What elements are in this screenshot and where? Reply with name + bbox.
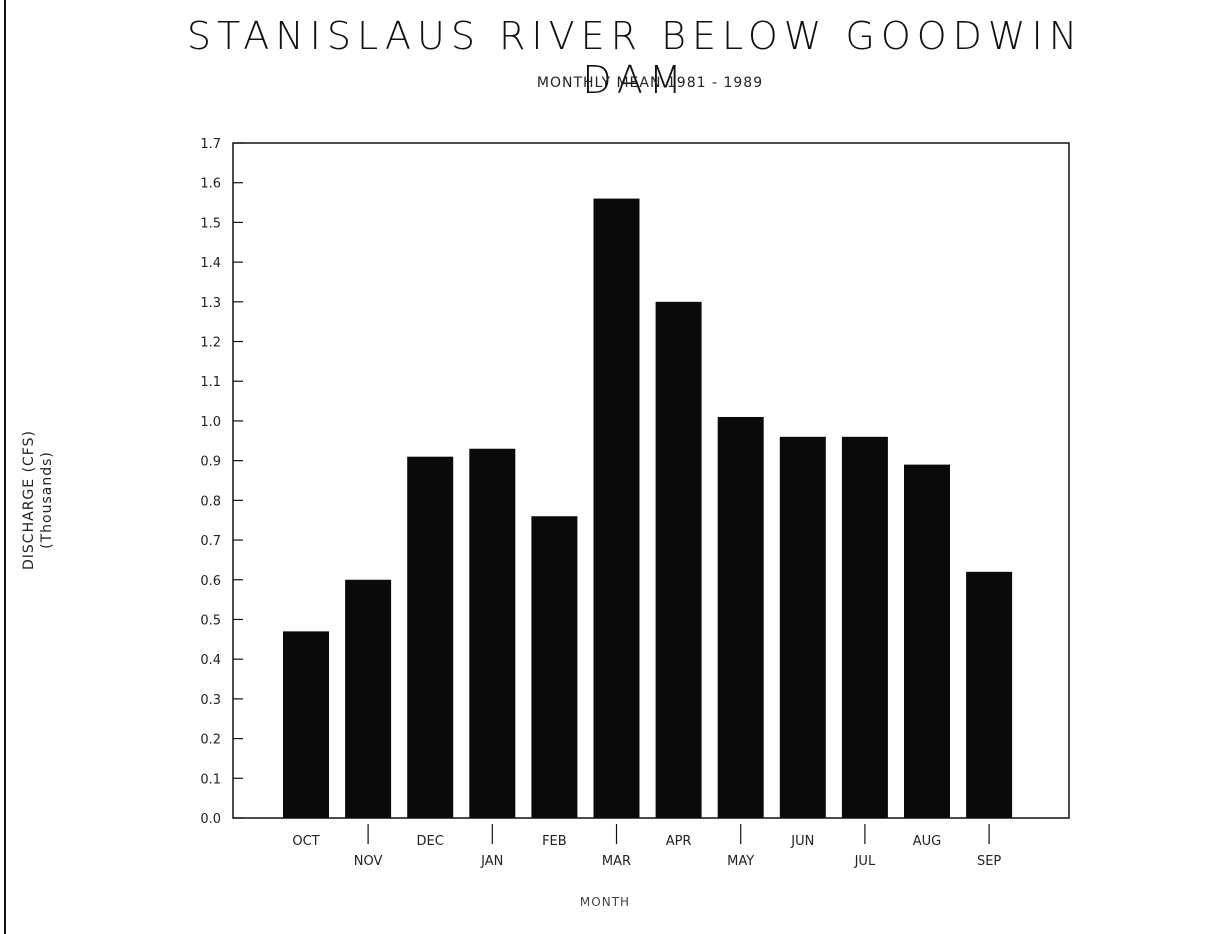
bar-jul bbox=[841, 436, 888, 818]
x-tick-label-oct: OCT bbox=[292, 834, 319, 849]
bar-sep bbox=[966, 571, 1013, 818]
x-tick-label-mar: MAR bbox=[602, 854, 631, 869]
bar-jun bbox=[779, 436, 826, 818]
bar-aug bbox=[904, 464, 950, 818]
x-axis-label: MONTH bbox=[579, 895, 631, 909]
y-tick-label: 1.7 bbox=[200, 137, 221, 152]
y-tick-label: 0.0 bbox=[200, 812, 221, 827]
x-tick-label-may: MAY bbox=[727, 854, 754, 869]
x-tick-label-jul: JUL bbox=[854, 854, 876, 869]
bar-mar bbox=[593, 198, 640, 818]
bar-jan bbox=[469, 448, 516, 818]
bar-nov bbox=[345, 579, 392, 818]
y-tick-label: 1.0 bbox=[200, 415, 221, 430]
y-tick-label: 1.3 bbox=[200, 296, 221, 311]
y-axis: 0.0 0.1 0.2 0.3 0.4 0.5 0.6 0.7 0.8 0.9 1.0 1.1 1.2 1… bbox=[200, 137, 243, 827]
y-tick-label: 1.5 bbox=[200, 216, 221, 231]
x-tick-label-jan: JAN bbox=[480, 854, 503, 869]
y-tick-label: 0.6 bbox=[200, 574, 221, 589]
chart-subtitle: MONTHLY MEAN 1981 - 1989 bbox=[536, 75, 764, 91]
x-tick-label-dec: DEC bbox=[417, 834, 444, 849]
x-tick-label-sep: SEP bbox=[977, 854, 1001, 869]
left-border-line bbox=[4, 0, 6, 934]
y-tick-label: 1.6 bbox=[200, 177, 221, 192]
bar-may bbox=[717, 416, 764, 818]
y-tick-label: 0.9 bbox=[200, 455, 221, 470]
y-tick-label: 0.4 bbox=[200, 653, 221, 668]
bars-group bbox=[283, 198, 1013, 819]
bar-feb bbox=[531, 516, 578, 818]
y-tick-label: 0.8 bbox=[200, 494, 221, 509]
x-tick-label-aug: AUG bbox=[913, 834, 941, 849]
bar-oct bbox=[283, 631, 329, 818]
y-tick-label: 0.3 bbox=[200, 693, 221, 708]
y-tick-label: 0.1 bbox=[200, 772, 221, 787]
plot-area-border bbox=[232, 142, 1070, 819]
y-tick-label: 1.2 bbox=[200, 336, 221, 351]
chart-title: STANISLAUS RIVER BELOW GOODWIN DAM bbox=[186, 14, 1084, 102]
bar-dec bbox=[407, 456, 454, 818]
y-tick-label: 0.2 bbox=[200, 733, 221, 748]
x-axis: OCT NOV DEC JAN FEB MAR APR MAY JUN JUL AUG SEP bbox=[292, 824, 1001, 869]
x-tick-label-apr: APR bbox=[666, 834, 692, 849]
x-tick-label-nov: NOV bbox=[354, 854, 383, 869]
y-tick-label: 0.5 bbox=[200, 613, 221, 628]
x-tick-label-jun: JUN bbox=[790, 834, 814, 849]
bar-apr bbox=[655, 301, 702, 819]
y-tick-label: 1.1 bbox=[200, 375, 221, 390]
x-tick-label-feb: FEB bbox=[542, 834, 567, 849]
y-tick-label: 0.7 bbox=[200, 534, 221, 549]
y-tick-label: 1.4 bbox=[200, 256, 221, 271]
